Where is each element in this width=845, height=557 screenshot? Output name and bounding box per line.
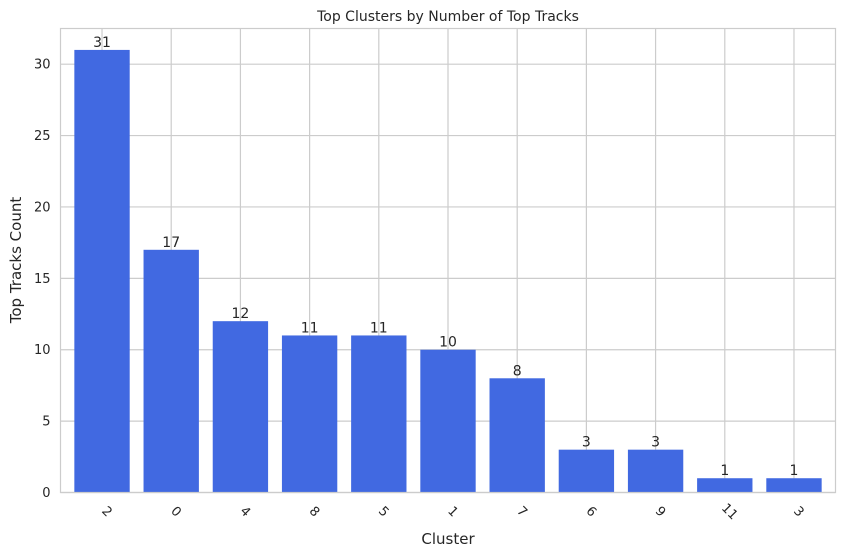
y-tick-label: 30 <box>34 58 51 73</box>
bar-cluster-2 <box>74 50 129 493</box>
bar-value-label: 3 <box>582 435 591 451</box>
bar-value-label: 12 <box>231 306 249 322</box>
y-tick-label: 5 <box>42 415 50 430</box>
y-tick-label: 25 <box>34 129 51 144</box>
x-tick-label: 4 <box>237 504 253 520</box>
bar-cluster-6 <box>559 450 614 493</box>
bar-value-label: 11 <box>370 320 388 336</box>
x-tick-label: 9 <box>652 504 668 520</box>
bar-cluster-4 <box>213 321 268 492</box>
bar-value-label: 1 <box>720 463 729 479</box>
bar-cluster-7 <box>490 378 545 492</box>
bar-value-label: 8 <box>513 363 522 379</box>
bar-cluster-5 <box>351 335 406 492</box>
x-tick-label: 3 <box>790 504 806 520</box>
y-axis-title: Top Tracks Count <box>7 197 25 325</box>
bar-cluster-8 <box>282 335 337 492</box>
bar-value-label: 31 <box>93 35 111 51</box>
x-tick-label: 5 <box>375 504 391 520</box>
bar-value-label: 1 <box>790 463 799 479</box>
bar-cluster-3 <box>766 478 821 492</box>
y-tick-label: 20 <box>34 200 51 215</box>
x-tick-label: 0 <box>167 504 183 520</box>
bar-value-label: 10 <box>439 335 457 351</box>
bar-cluster-9 <box>628 450 683 493</box>
bar-value-label: 3 <box>651 435 660 451</box>
x-tick-label: 1 <box>444 504 460 520</box>
bar-value-label: 11 <box>301 320 319 336</box>
bar-cluster-0 <box>144 250 199 493</box>
y-tick-label: 10 <box>34 343 51 358</box>
x-tick-label: 2 <box>98 504 114 520</box>
bar-cluster-1 <box>420 350 475 493</box>
x-axis-title: Cluster <box>421 530 475 548</box>
x-tick-label: 6 <box>583 504 599 520</box>
x-tick-label: 11 <box>718 501 740 523</box>
bar-value-label: 17 <box>162 235 180 251</box>
y-tick-label: 0 <box>42 486 50 501</box>
x-tick-label: 8 <box>306 504 322 520</box>
chart-title: Top Clusters by Number of Top Tracks <box>316 9 579 25</box>
bar-cluster-11 <box>697 478 752 492</box>
x-tick-label: 7 <box>513 504 529 520</box>
y-tick-label: 15 <box>34 272 51 287</box>
